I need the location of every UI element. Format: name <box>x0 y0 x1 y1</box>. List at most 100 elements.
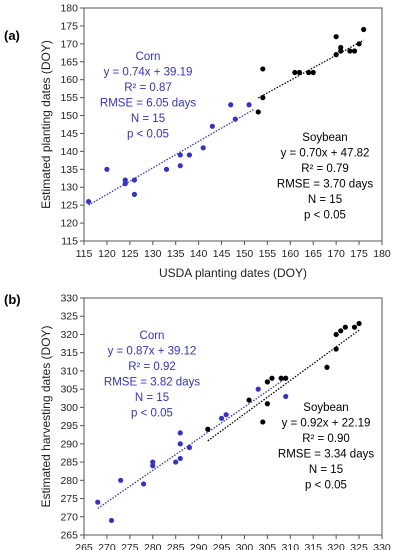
plot-frame <box>83 7 383 242</box>
y-tick-label: 270 <box>60 511 78 523</box>
corn-stats-annotation: N = 15 <box>135 392 169 404</box>
soybean-stats-annotation: p < 0.05 <box>305 480 347 492</box>
y-tick-label: 120 <box>60 218 78 230</box>
soybean-data-point <box>324 364 330 370</box>
corn-data-point <box>177 455 183 462</box>
y-tick-label: 265 <box>60 530 78 542</box>
y-tick-label: 325 <box>60 311 78 323</box>
y-tick-label: 170 <box>60 38 78 50</box>
corn-data-point <box>177 152 183 158</box>
corn-data-point <box>122 181 128 187</box>
corn-data-point <box>177 163 183 169</box>
soybean-data-point <box>278 375 284 381</box>
soybean-data-point <box>333 52 339 58</box>
corn-data-point <box>150 459 156 465</box>
panel-label: (a) <box>4 28 20 43</box>
corn-data-point <box>246 102 252 108</box>
corn-data-point <box>186 152 193 158</box>
x-tick-label: 175 <box>350 248 368 260</box>
x-tick-label: 160 <box>282 248 300 260</box>
corn-data-point <box>200 145 206 151</box>
x-tick-label: 295 <box>213 542 231 550</box>
corn-data-point <box>122 177 128 183</box>
y-tick-label: 295 <box>60 420 78 432</box>
y-axis-label: Estimated planting dates (DOY) <box>39 40 53 209</box>
corn-stats-annotation: R² = 0.92 <box>128 361 176 373</box>
soybean-data-point <box>296 69 303 76</box>
y-axis-label: Estimated harvesting dates (DOY) <box>39 325 53 507</box>
corn-stats-annotation: RMSE = 3.82 days <box>104 377 200 389</box>
x-tick-label: 330 <box>373 542 391 550</box>
soybean-stats-annotation: y = 0.92x + 22.19 <box>282 418 371 430</box>
corn-data-point <box>141 481 147 487</box>
y-tick-label: 130 <box>60 182 78 194</box>
chart-panel-1: (a) 115 120 125 130 135 140 145 150 155 160 165 170 1… <box>4 3 391 281</box>
soybean-data-point <box>310 69 316 76</box>
soybean-data-point <box>338 328 344 334</box>
corn-data-point <box>173 459 179 465</box>
soybean-data-point <box>351 324 358 330</box>
y-tick-label: 140 <box>60 146 78 158</box>
corn-stats-annotation: y = 0.74x + 39.19 <box>104 67 193 79</box>
x-tick-label: 170 <box>327 248 345 260</box>
corn-data-point <box>223 412 229 418</box>
soybean-data-point <box>356 41 362 47</box>
x-tick-label: 265 <box>75 542 93 550</box>
corn-data-point <box>255 386 261 392</box>
y-tick-label: 165 <box>60 56 78 68</box>
plot-frame <box>83 297 383 536</box>
corn-stats-annotation: p < 0.05 <box>127 129 169 141</box>
corn-data-point <box>131 191 138 197</box>
corn-data-point <box>186 444 193 451</box>
soybean-data-point <box>260 95 266 101</box>
x-tick-label: 180 <box>373 248 391 260</box>
y-tick-label: 305 <box>60 384 78 396</box>
soybean-data-point <box>292 69 298 76</box>
soybean-stats-annotation: N = 15 <box>308 194 342 206</box>
x-tick-label: 315 <box>304 542 322 550</box>
corn-stats-annotation: y = 0.87x + 39.12 <box>108 346 197 358</box>
x-tick-label: 115 <box>76 248 93 260</box>
soybean-data-point <box>269 375 275 381</box>
soybean-data-point <box>260 66 266 72</box>
soybean-data-point <box>264 401 270 407</box>
x-tick-label: 155 <box>259 248 277 260</box>
y-tick-label: 285 <box>60 457 78 469</box>
soybean-data-point <box>361 26 367 33</box>
corn-trendline <box>97 377 287 509</box>
corn-trendline <box>88 108 254 206</box>
y-tick-label: 150 <box>60 110 78 122</box>
x-tick-label: 135 <box>167 248 185 260</box>
corn-data-point <box>108 517 115 524</box>
x-tick-label: 325 <box>350 542 368 550</box>
soybean-data-point <box>306 69 312 76</box>
soybean-data-point <box>333 346 339 352</box>
x-tick-label: 270 <box>98 542 116 550</box>
x-tick-label: 285 <box>167 542 185 550</box>
x-tick-label: 120 <box>98 248 116 260</box>
corn-data-point <box>104 166 110 172</box>
corn-data-point <box>283 393 289 400</box>
x-tick-label: 310 <box>282 542 300 550</box>
y-tick-label: 180 <box>60 3 78 15</box>
y-tick-label: 290 <box>60 438 78 450</box>
x-tick-label: 290 <box>190 542 208 550</box>
soybean-stats-annotation: Soybean <box>303 402 348 414</box>
x-tick-label: 125 <box>121 248 139 260</box>
soybean-data-point <box>283 375 289 381</box>
soybean-data-point <box>260 419 266 425</box>
corn-data-point <box>131 177 138 183</box>
soybean-data-point <box>356 320 362 327</box>
x-tick-label: 320 <box>327 542 345 550</box>
y-tick-label: 310 <box>60 365 78 377</box>
soybean-data-point <box>342 324 348 330</box>
corn-data-point <box>218 415 225 421</box>
x-tick-label: 145 <box>213 248 231 260</box>
corn-data-point <box>163 166 170 172</box>
soybean-trendline <box>257 39 364 99</box>
soybean-data-point <box>338 48 344 54</box>
soybean-stats-annotation: RMSE = 3.34 days <box>278 449 374 461</box>
soybean-stats-annotation: R² = 0.90 <box>302 433 350 445</box>
corn-data-point <box>177 441 183 447</box>
